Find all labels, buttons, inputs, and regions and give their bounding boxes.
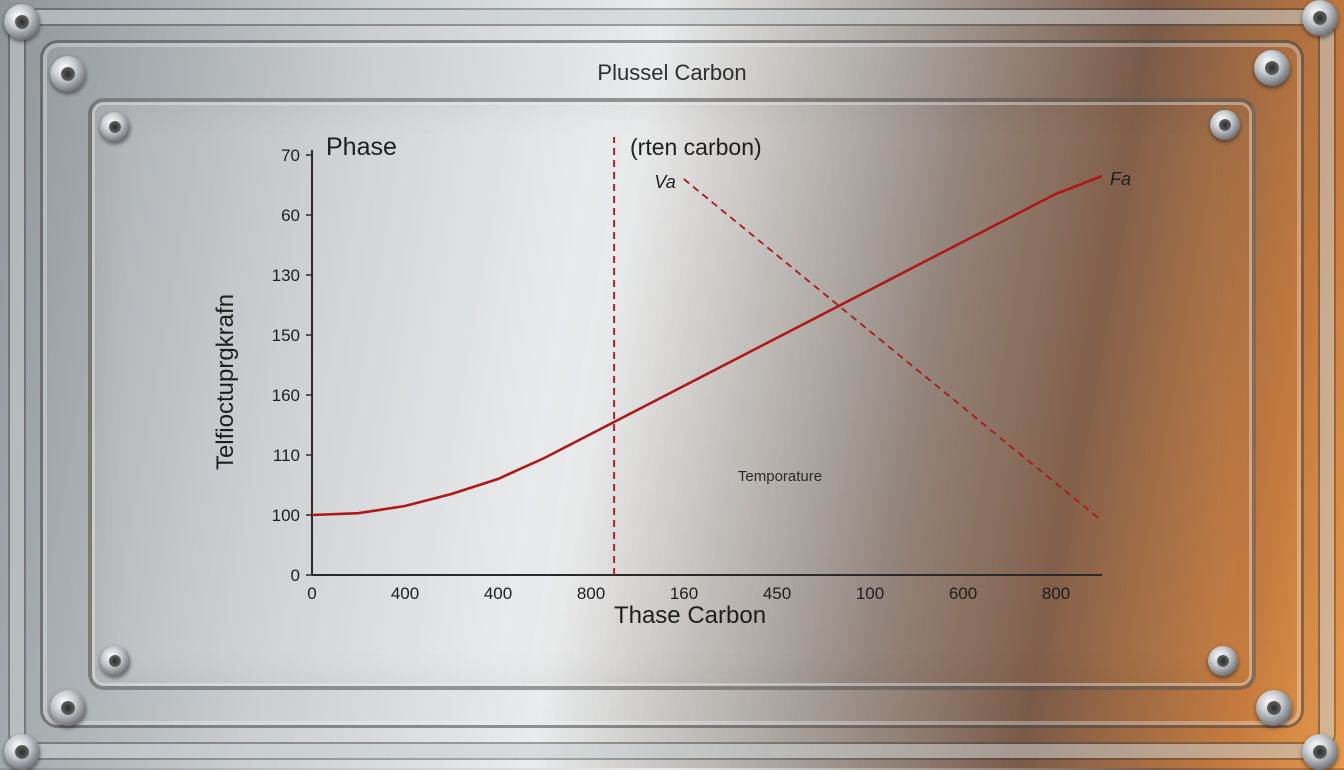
y-tick-label: 160 <box>272 386 300 405</box>
x-tick-label: 400 <box>391 584 419 603</box>
chart-subtitle: (rten carbon) <box>630 134 762 160</box>
y-tick-label: 150 <box>272 326 300 345</box>
x-tick-label: 800 <box>1042 584 1070 603</box>
x-tick-label: 450 <box>763 584 791 603</box>
x-tick-label: 0 <box>307 584 316 603</box>
series-label: Fa <box>1110 169 1131 189</box>
chart-annotation: Temporature <box>738 468 822 485</box>
y-tick-label: 110 <box>273 446 300 465</box>
x-tick-label: 800 <box>577 584 605 603</box>
y-tick-label: 0 <box>291 566 300 585</box>
y-tick-label: 60 <box>281 206 300 225</box>
series-line-fa <box>312 176 1102 515</box>
y-tick-label: 130 <box>272 266 300 285</box>
x-tick-label: 160 <box>670 584 698 603</box>
x-axis-label: Thase Carbon <box>614 602 766 629</box>
x-tick-label: 400 <box>484 584 512 603</box>
y-tick-label: 70 <box>281 146 300 165</box>
series-label: Va <box>654 172 675 192</box>
y-axis-label: Telfioctuprgkrafn <box>212 294 239 470</box>
y-tick-label: 100 <box>272 506 300 525</box>
x-tick-label: 100 <box>856 584 884 603</box>
chart-title: Phase <box>326 133 397 161</box>
x-tick-label: 600 <box>949 584 977 603</box>
